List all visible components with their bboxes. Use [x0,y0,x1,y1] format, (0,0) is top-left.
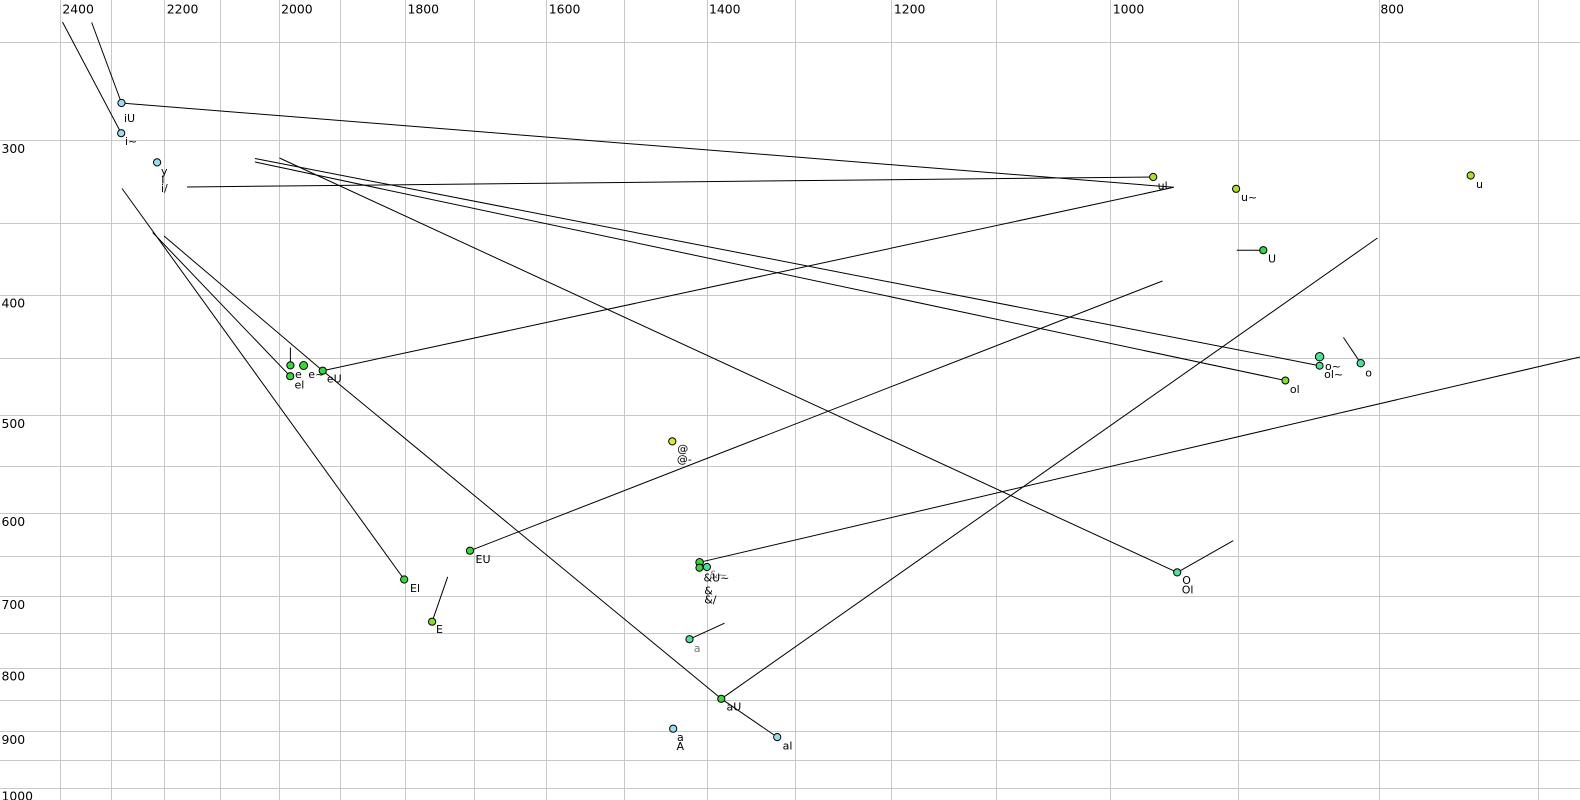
svg-text:I: I [161,173,164,186]
svg-text:1000: 1000 [1113,2,1145,17]
svg-text:i/: i/ [161,182,168,195]
svg-text:900: 900 [2,732,26,747]
svg-text:600: 600 [2,514,26,529]
svg-text:@-: @- [677,453,692,466]
svg-text:El: El [410,582,420,595]
svg-text:o~: o~ [1325,360,1341,373]
svg-text:al: al [783,740,793,753]
svg-text:O: O [1182,574,1191,587]
svg-text:e: e [295,368,302,381]
svg-text:ul: ul [1158,180,1168,193]
svg-text:500: 500 [2,416,26,431]
svg-text:300: 300 [2,141,26,156]
svg-text:800: 800 [2,669,26,684]
svg-text:E: E [436,623,443,636]
svg-text:eU: eU [327,373,342,386]
svg-text:&~: &~ [710,569,728,582]
svg-text:A: A [677,740,685,753]
svg-text:&U~: &U~ [704,572,730,585]
svg-text:@: @ [677,442,688,455]
svg-text:1000: 1000 [2,789,34,800]
svg-text:iU: iU [124,112,135,125]
svg-text:el: el [295,379,305,392]
svg-text:2200: 2200 [167,2,199,17]
svg-text:400: 400 [2,296,26,311]
svg-text:y: y [161,165,168,178]
svg-text:ol~: ol~ [1324,368,1343,381]
svg-text:2400: 2400 [62,2,94,17]
svg-text:1800: 1800 [408,2,440,17]
svg-text:a: a [694,642,701,655]
svg-text:&: & [704,585,713,598]
svg-text:u~: u~ [1241,191,1257,204]
svg-text:aU: aU [727,701,742,714]
svg-text:1600: 1600 [549,2,581,17]
svg-text:e~: e~ [308,368,324,381]
svg-text:EU: EU [476,553,491,566]
svg-text:800: 800 [1380,2,1404,17]
svg-text:&/: &/ [704,594,717,607]
svg-text:1200: 1200 [894,2,926,17]
svg-text:Ol: Ol [1182,583,1194,596]
svg-text:700: 700 [2,597,26,612]
svg-text:i~: i~ [125,135,137,148]
svg-text:2000: 2000 [281,2,313,17]
svg-text:ol: ol [1290,383,1300,396]
svg-text:a: a [677,731,684,744]
svg-text:U: U [1268,253,1276,266]
svg-text:1400: 1400 [709,2,741,17]
svg-text:o: o [1365,367,1372,380]
svg-text:u: u [1476,178,1483,191]
